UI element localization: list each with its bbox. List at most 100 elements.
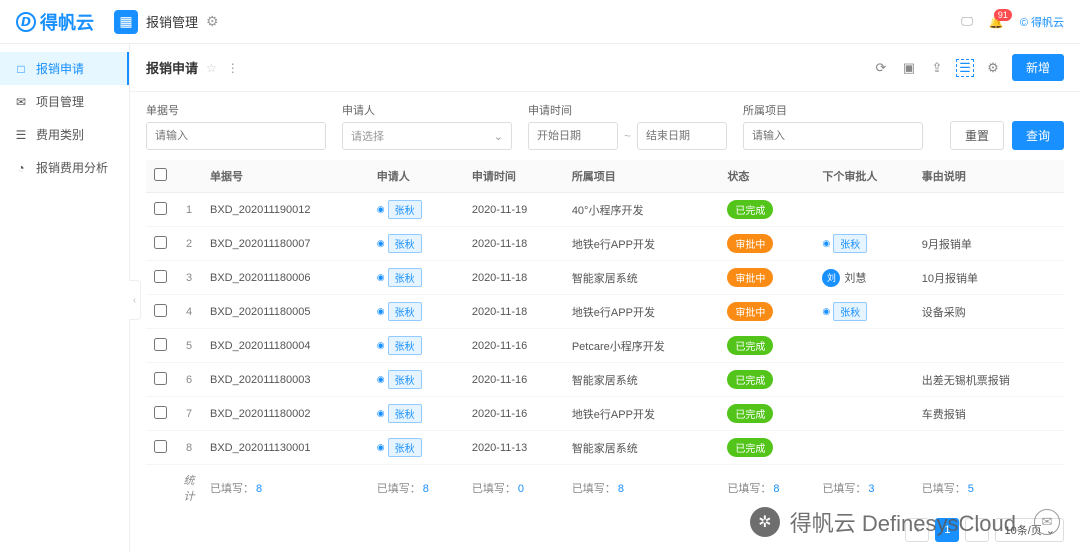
user-link[interactable]: © 得帆云 [1020, 14, 1064, 30]
more-icon[interactable]: ⋮ [227, 61, 239, 75]
footer-stat: 已填写：0 [466, 465, 566, 509]
cell-date: 2020-11-16 [466, 397, 566, 431]
cell-date: 2020-11-16 [466, 363, 566, 397]
select-all-checkbox[interactable] [154, 168, 167, 181]
row-checkbox[interactable] [154, 270, 167, 283]
cell-no: BXD_202011180005 [204, 295, 371, 329]
export-icon[interactable]: ⇪ [928, 59, 946, 77]
user-icon: ◉ [377, 374, 385, 385]
cell-date: 2020-11-16 [466, 329, 566, 363]
sidebar-item-2[interactable]: ☰ 费用类别 [0, 118, 129, 151]
gear-icon[interactable]: ⚙ [206, 13, 219, 30]
range-separator: ~ [624, 129, 631, 143]
filter-date-start[interactable] [528, 122, 618, 150]
user-icon: ◉ [822, 306, 830, 317]
cell-project: 地铁e行APP开发 [566, 227, 722, 261]
cell-reason: 9月报销单 [916, 227, 1064, 261]
footer-label: 统计 [174, 465, 204, 509]
page-title: 报销申请 [146, 58, 198, 77]
row-checkbox[interactable] [154, 236, 167, 249]
sidebar-item-3[interactable]: ◔报销费用分析 [0, 151, 129, 184]
cell-applicant: ◉张秋 [371, 363, 466, 397]
new-button[interactable]: 新增 [1012, 54, 1064, 81]
cell-status: 审批中 [721, 295, 816, 329]
cell-approver: ◉张秋 [816, 295, 915, 329]
settings-icon[interactable]: ⚙ [984, 59, 1002, 77]
watermark-text: 得帆云 DefinesysCloud [790, 506, 1016, 538]
bell-icon[interactable]: 🔔91 [989, 15, 1004, 29]
cell-date: 2020-11-13 [466, 431, 566, 465]
cell-applicant: ◉张秋 [371, 261, 466, 295]
monitor-icon[interactable]: 🖵 [961, 14, 973, 29]
cell-status: 已完成 [721, 431, 816, 465]
row-checkbox[interactable] [154, 304, 167, 317]
topbar: 𝘿 得帆云 ▦ 报销管理 ⚙ 🖵 🔔91 © 得帆云 [0, 0, 1080, 44]
table-row[interactable]: 4BXD_202011180005◉张秋2020-11-18地铁e行APP开发审… [146, 295, 1064, 329]
table-row[interactable]: 6BXD_202011180003◉张秋2020-11-16智能家居系统已完成出… [146, 363, 1064, 397]
cell-project: Petcare小程序开发 [566, 329, 722, 363]
table-row[interactable]: 8BXD_202011130001◉张秋2020-11-13智能家居系统已完成 [146, 431, 1064, 465]
user-icon: ◉ [377, 272, 385, 283]
col-header-5: 所属项目 [566, 160, 722, 193]
row-checkbox[interactable] [154, 338, 167, 351]
row-checkbox[interactable] [154, 372, 167, 385]
cell-reason [916, 329, 1064, 363]
table-row[interactable]: 5BXD_202011180004◉张秋2020-11-16Petcare小程序… [146, 329, 1064, 363]
brand-logo[interactable]: 𝘿 得帆云 [16, 9, 94, 35]
star-icon[interactable]: ☆ [206, 61, 217, 75]
cell-applicant: ◉张秋 [371, 329, 466, 363]
row-checkbox[interactable] [154, 202, 167, 215]
user-icon: ◉ [377, 442, 385, 453]
table-row[interactable]: 2BXD_202011180007◉张秋2020-11-18地铁e行APP开发审… [146, 227, 1064, 261]
cell-date: 2020-11-18 [466, 261, 566, 295]
reset-button[interactable]: 重置 [950, 121, 1004, 150]
cell-project: 智能家居系统 [566, 363, 722, 397]
filter-bar: 单据号 申请人 请选择⌄ 申请时间 ~ 所属项目 重置 [130, 92, 1080, 160]
list-view-icon[interactable]: ☰ [956, 59, 974, 77]
chevron-down-icon: ⌄ [494, 130, 503, 143]
filter-input-project[interactable] [743, 122, 923, 150]
filter-label-applicant: 申请人 [342, 102, 512, 118]
filter-input-no[interactable] [146, 122, 326, 150]
cell-reason: 设备采购 [916, 295, 1064, 329]
sidebar-label: 费用类别 [36, 126, 84, 143]
sidebar-item-0[interactable]: □ 报销申请 [0, 52, 129, 85]
cell-project: 40°小程序开发 [566, 193, 722, 227]
sidebar-icon: ☰ [14, 128, 28, 142]
cell-date: 2020-11-18 [466, 227, 566, 261]
sidebar-label: 报销申请 [36, 60, 84, 77]
brand-name: 得帆云 [40, 9, 94, 35]
cell-status: 已完成 [721, 363, 816, 397]
table-container: 单据号申请人申请时间所属项目状态下个审批人事由说明 1BXD_202011190… [130, 160, 1080, 508]
sidebar-icon: ✉ [14, 95, 28, 109]
table-row[interactable]: 3BXD_202011180006◉张秋2020-11-18智能家居系统审批中刘… [146, 261, 1064, 295]
footer-stat: 已填写：8 [566, 465, 722, 509]
cell-approver [816, 329, 915, 363]
image-icon[interactable]: ▣ [900, 59, 918, 77]
cell-no: BXD_202011180004 [204, 329, 371, 363]
cell-project: 地铁e行APP开发 [566, 295, 722, 329]
cell-applicant: ◉张秋 [371, 431, 466, 465]
sidebar-item-1[interactable]: ✉项目管理 [0, 85, 129, 118]
user-icon: ◉ [377, 238, 385, 249]
filter-date-end[interactable] [637, 122, 727, 150]
cell-reason [916, 431, 1064, 465]
row-checkbox[interactable] [154, 440, 167, 453]
search-button[interactable]: 查询 [1012, 121, 1064, 150]
sidebar-icon: □ [14, 62, 28, 76]
table-row[interactable]: 1BXD_202011190012◉张秋2020-11-1940°小程序开发已完… [146, 193, 1064, 227]
notification-badge: 91 [994, 9, 1012, 21]
row-index: 6 [174, 363, 204, 397]
refresh-icon[interactable]: ⟳ [872, 59, 890, 77]
row-checkbox[interactable] [154, 406, 167, 419]
module-icon[interactable]: ▦ [114, 10, 138, 34]
table-row[interactable]: 7BXD_202011180002◉张秋2020-11-16地铁e行APP开发已… [146, 397, 1064, 431]
cell-project: 智能家居系统 [566, 431, 722, 465]
filter-select-applicant[interactable]: 请选择⌄ [342, 122, 512, 150]
row-index: 3 [174, 261, 204, 295]
cell-applicant: ◉张秋 [371, 295, 466, 329]
col-header-7: 下个审批人 [816, 160, 915, 193]
cell-approver: 刘刘慧 [816, 261, 915, 295]
approver-tag: 张秋 [833, 234, 867, 253]
sidebar-label: 报销费用分析 [36, 159, 108, 176]
